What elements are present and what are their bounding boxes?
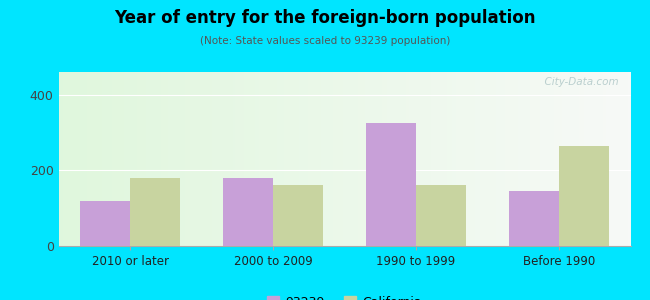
Bar — [80, 201, 130, 246]
Bar — [273, 185, 323, 246]
Legend: 93239, California: 93239, California — [262, 290, 427, 300]
Text: Year of entry for the foreign-born population: Year of entry for the foreign-born popul… — [114, 9, 536, 27]
Bar — [416, 185, 466, 246]
Bar — [559, 146, 609, 246]
Bar — [366, 123, 416, 246]
Text: (Note: State values scaled to 93239 population): (Note: State values scaled to 93239 popu… — [200, 36, 450, 46]
Text: City-Data.com: City-Data.com — [538, 77, 619, 87]
Bar — [509, 191, 559, 246]
Bar — [130, 178, 180, 246]
Bar — [223, 178, 273, 246]
